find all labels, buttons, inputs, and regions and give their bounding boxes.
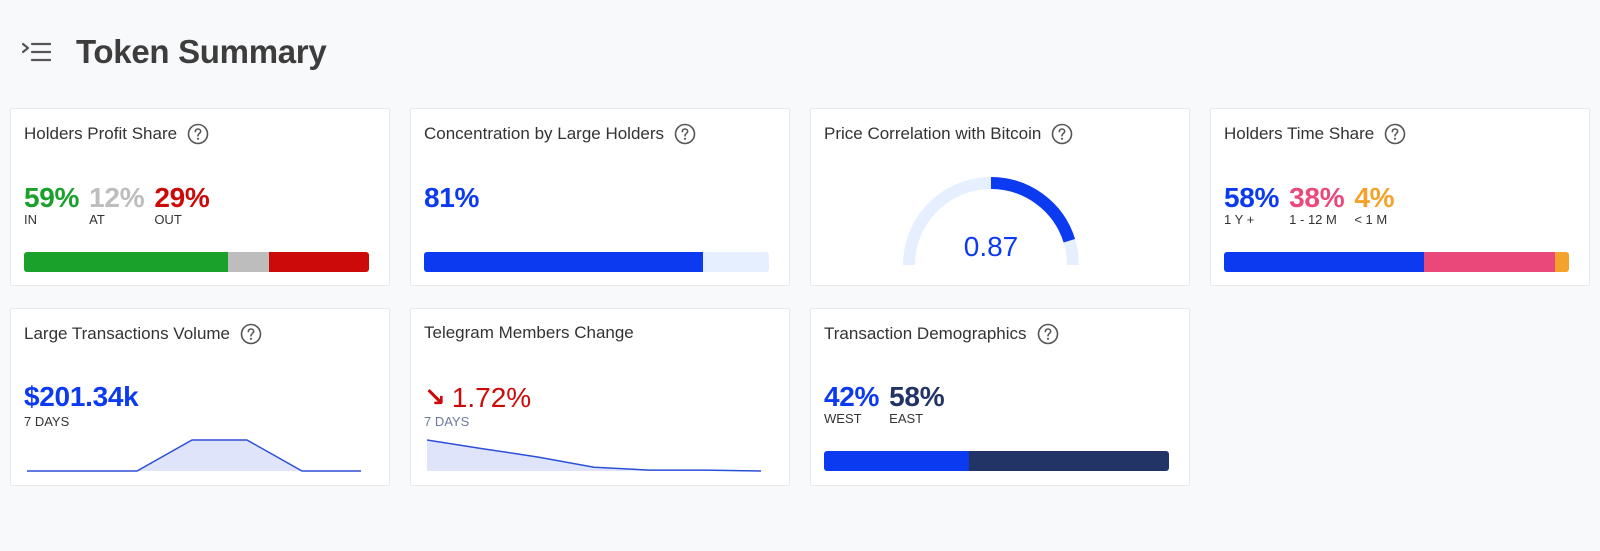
time-stats: 58% 1 Y + 38% 1 - 12 M 4% < 1 M	[1224, 183, 1394, 227]
stat-short-value: 4%	[1354, 182, 1395, 213]
stat-short: 4% < 1 M	[1354, 183, 1394, 227]
profit-share-bar	[24, 252, 369, 272]
stat-in-value: 59%	[24, 182, 80, 213]
help-icon[interactable]	[187, 123, 209, 145]
card-title: Telegram Members Change	[424, 323, 634, 343]
stat-east-label: EAST	[889, 411, 924, 426]
bar-segment-short	[1555, 252, 1569, 272]
profit-stats: 59% IN 12% AT 29% OUT	[24, 183, 210, 227]
telegram-sparkline	[427, 439, 762, 472]
stat-mid-value: 38%	[1289, 182, 1345, 213]
stat-out-label: OUT	[154, 212, 182, 227]
stat-at-label: AT	[89, 212, 105, 227]
arrow-down-right-icon: ↘	[424, 382, 446, 412]
large-tx-period: 7 DAYS	[24, 414, 70, 429]
stat-west: 42% WEST	[824, 382, 879, 426]
card-title: Holders Profit Share	[24, 123, 209, 145]
card-title: Price Correlation with Bitcoin	[824, 123, 1073, 145]
price-correlation-card: Price Correlation with Bitcoin 0.87	[810, 108, 1190, 286]
sparkline-line	[427, 439, 762, 472]
telegram-members-card: Telegram Members Change ↘ 1.72% 7 DAYS	[410, 308, 790, 486]
card-title: Concentration by Large Holders	[424, 123, 696, 145]
help-icon[interactable]	[1037, 323, 1059, 345]
card-title: Large Transactions Volume	[24, 323, 262, 345]
stat-long: 58% 1 Y +	[1224, 183, 1279, 227]
bar-segment-west	[824, 451, 969, 471]
bar-segment-large-holders	[424, 252, 704, 272]
stat-west-label: WEST	[824, 411, 862, 426]
stat-out: 29% OUT	[154, 183, 209, 227]
concentration-value: 81%	[424, 182, 480, 213]
telegram-change: ↘ 1.72%	[424, 382, 531, 413]
card-title-text: Transaction Demographics	[824, 324, 1027, 343]
large-transactions-card: Large Transactions Volume $201.34k 7 DAY…	[10, 308, 390, 486]
time-share-bar	[1224, 252, 1569, 272]
stat-at-value: 12%	[89, 182, 145, 213]
stat-in: 59% IN	[24, 183, 79, 227]
large-tx-value: $201.34k	[24, 381, 139, 412]
bar-segment-east	[968, 451, 1169, 471]
page-header: Token Summary	[20, 30, 327, 74]
transaction-demographics-card: Transaction Demographics 42% WEST 58% EA…	[810, 308, 1190, 486]
menu-collapse-icon[interactable]	[20, 36, 52, 68]
stat-at: 12% AT	[89, 183, 144, 227]
stat-mid-label: 1 - 12 M	[1289, 212, 1337, 227]
stat-west-value: 42%	[824, 381, 880, 412]
correlation-value: 0.87	[964, 231, 1019, 262]
card-title-text: Telegram Members Change	[424, 323, 634, 342]
stat-out-value: 29%	[154, 182, 210, 213]
bar-segment-mid	[1424, 252, 1556, 272]
page-title: Token Summary	[76, 33, 327, 70]
stat-east-value: 58%	[889, 381, 945, 412]
help-icon[interactable]	[1384, 123, 1406, 145]
card-title-text: Holders Time Share	[1224, 124, 1375, 143]
stat-long-label: 1 Y +	[1224, 212, 1255, 227]
demographics-stats: 42% WEST 58% EAST	[824, 382, 945, 426]
stat-mid: 38% 1 - 12 M	[1289, 183, 1344, 227]
sparkline-area	[427, 440, 761, 471]
bar-segment-in	[24, 252, 228, 272]
help-icon[interactable]	[674, 123, 696, 145]
stat-short-label: < 1 M	[1354, 212, 1388, 227]
stat-long-value: 58%	[1224, 182, 1280, 213]
bar-segment-out	[268, 252, 369, 272]
telegram-period: 7 DAYS	[424, 414, 470, 429]
card-title: Holders Time Share	[1224, 123, 1406, 145]
card-title-text: Price Correlation with Bitcoin	[824, 124, 1042, 143]
telegram-value: 1.72%	[451, 381, 532, 413]
holders-profit-share-card: Holders Profit Share 59% IN 12% AT 29% O…	[10, 108, 390, 286]
concentration-card: Concentration by Large Holders 81%	[410, 108, 790, 286]
card-title: Transaction Demographics	[824, 323, 1059, 345]
correlation-gauge: 0.87	[903, 177, 1079, 266]
large-tx-sparkline	[27, 439, 361, 472]
bar-segment-long	[1224, 252, 1425, 272]
holders-time-share-card: Holders Time Share 58% 1 Y + 38% 1 - 12 …	[1210, 108, 1590, 286]
card-title-text: Holders Profit Share	[24, 124, 178, 143]
help-icon[interactable]	[240, 323, 262, 345]
sparkline-area	[27, 440, 361, 471]
demographics-bar	[824, 451, 1169, 471]
help-icon[interactable]	[1051, 123, 1073, 145]
sparkline-line	[27, 439, 361, 472]
gauge-fill	[990, 177, 1076, 243]
stat-east: 58% EAST	[889, 382, 944, 426]
card-title-text: Large Transactions Volume	[24, 324, 231, 343]
card-title-text: Concentration by Large Holders	[424, 124, 665, 143]
stat-in-label: IN	[24, 212, 37, 227]
concentration-bar	[424, 252, 769, 272]
bar-segment-at	[227, 252, 269, 272]
